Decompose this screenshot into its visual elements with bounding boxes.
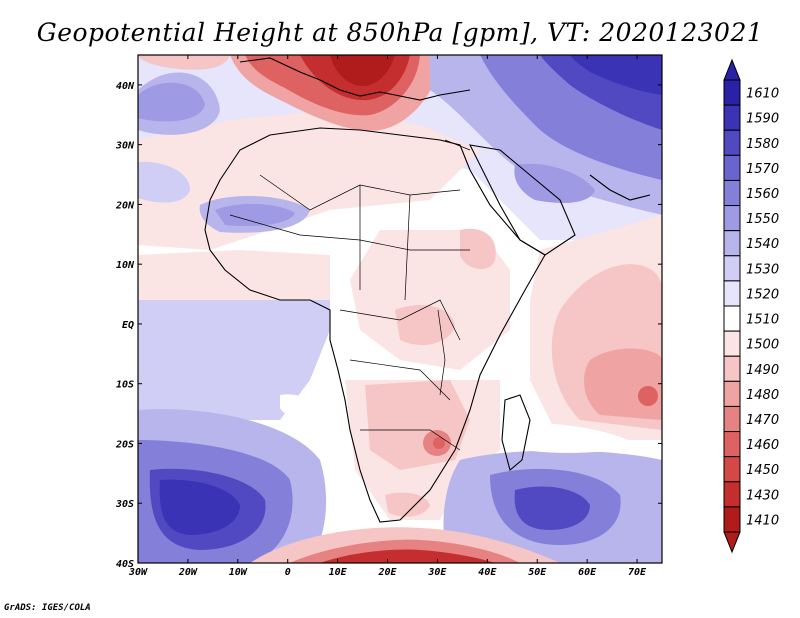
lat-tick-label: 20N — [115, 200, 135, 211]
indian-ocean-low-core — [638, 386, 658, 406]
lat-tick-label: 30S — [115, 499, 134, 510]
height-field — [138, 55, 662, 563]
border-egypt — [444, 139, 471, 151]
southern-europe-coast — [239, 57, 471, 101]
colorbar-label: 1530 — [746, 262, 779, 277]
lat-tick-label: 10S — [116, 380, 134, 391]
lon-tick-label: 10W — [229, 567, 248, 578]
ethiopia-low-patch — [460, 228, 496, 270]
colorbar-swatch — [723, 104, 741, 131]
lon-tick-label: 60E — [578, 567, 597, 578]
grads-credit: GrADS: IGES/COLA — [4, 603, 91, 613]
lat-tick-label: EQ — [122, 320, 134, 331]
colorbar-swatch — [723, 506, 741, 533]
colorbar-swatch — [723, 154, 741, 181]
lat-tick-label: 20S — [115, 439, 134, 450]
chart-title: Geopotential Height at 850hPa [gpm], VT:… — [36, 18, 764, 47]
colorbar-label: 1560 — [746, 187, 779, 202]
south-africa-low-patch — [385, 492, 430, 517]
colorbar-swatch — [723, 431, 741, 458]
colorbar-swatch — [723, 255, 741, 282]
north-atlantic-high-core — [138, 82, 205, 122]
southern-africa-low-core — [433, 437, 445, 449]
colorbar-swatch — [723, 380, 741, 407]
colorbar-label: 1460 — [746, 438, 779, 453]
colorbar-label: 1610 — [746, 87, 779, 102]
lon-tick-label: 10E — [329, 567, 348, 578]
southern-ridge-strip — [505, 423, 640, 453]
west-sahara-high-core — [215, 203, 295, 227]
lon-tick-label: 0 — [285, 567, 291, 578]
colorbar: 1610 1590 1580 1570 1560 1550 1540 1530 1520 1510… — [723, 58, 779, 554]
lon-tick-label: 30W — [128, 567, 148, 578]
colorbar-swatch — [723, 305, 741, 332]
longitude-axis: 30W 20W 10W 0 10E 20E 30E 40E 50E 60E 70E — [128, 55, 647, 578]
colorbar-top-arrow — [723, 58, 741, 81]
colorbar-swatch — [723, 280, 741, 307]
lon-tick-label: 30E — [427, 567, 447, 578]
south-indian-high-core — [514, 486, 590, 530]
border-central — [339, 299, 461, 341]
colorbar-label: 1550 — [746, 212, 779, 227]
indian-ocean-low-mid — [584, 348, 662, 420]
canary-high-patch — [138, 161, 190, 203]
lat-tick-label: 40S — [116, 559, 134, 570]
colorbar-label: 1430 — [746, 488, 779, 503]
colorbar-swatch — [723, 205, 741, 232]
colorbar-swatch — [723, 230, 741, 257]
latitude-axis: 40N 30N 20N 10N EQ 10S 20S 30S 40S — [115, 81, 662, 570]
colorbar-bottom-arrow — [723, 531, 741, 554]
border-namibia-botswana — [360, 429, 461, 451]
atlantic-white-patch — [280, 394, 313, 417]
indian-subcontinent-coast — [589, 174, 651, 201]
madagascar-coast — [501, 394, 531, 471]
asia-high-center — [570, 55, 662, 95]
borders — [229, 139, 471, 451]
south-atlantic-high-center — [159, 479, 240, 535]
lon-tick-label: 20E — [377, 567, 397, 578]
arabia-high-patch — [514, 163, 595, 203]
colorbar-label: 1580 — [746, 137, 779, 152]
colorbar-swatch — [723, 456, 741, 483]
southern-africa-low-outer — [365, 380, 470, 470]
map-frame — [137, 54, 663, 564]
colorbar-swatch — [723, 330, 741, 357]
northwest-low-patch — [138, 55, 230, 70]
colorbar-label: 1450 — [746, 463, 779, 478]
colorbar-swatch — [723, 129, 741, 156]
colorbar-swatch — [723, 79, 741, 106]
colorbar-label: 1540 — [746, 237, 779, 252]
arabia-coast — [469, 144, 576, 256]
lon-tick-label: 50E — [528, 567, 547, 578]
colorbar-swatch — [723, 179, 741, 207]
colorbar-swatch — [723, 481, 741, 508]
colorbar-label: 1570 — [746, 162, 779, 177]
southern-low-band-core — [320, 549, 495, 563]
colorbar-label: 1510 — [746, 313, 779, 328]
colorbar-label: 1490 — [746, 363, 779, 378]
colorbar-label: 1500 — [746, 338, 779, 353]
south-atlantic-pale-high — [138, 300, 330, 420]
lat-tick-label: 40N — [116, 81, 135, 92]
colorbar-label: 1470 — [746, 413, 779, 428]
border-angola-zambia — [349, 359, 451, 401]
colorbar-swatch — [723, 405, 741, 433]
border-chad-sudan — [404, 194, 411, 301]
lon-tick-label: 20W — [178, 567, 198, 578]
colorbar-label: 1590 — [746, 112, 779, 127]
lat-tick-label: 10N — [116, 260, 135, 271]
colorbar-label: 1520 — [746, 287, 779, 302]
mediterranean-low-center — [330, 55, 395, 87]
colorbar-label: 1480 — [746, 388, 779, 403]
lon-tick-label: 40E — [478, 567, 497, 578]
rift-lakes — [437, 309, 446, 396]
colorbar-label: 1410 — [746, 513, 779, 528]
colorbar-swatch — [723, 355, 741, 382]
lat-tick-label: 30N — [115, 141, 135, 152]
lon-tick-label: 70E — [628, 567, 647, 578]
